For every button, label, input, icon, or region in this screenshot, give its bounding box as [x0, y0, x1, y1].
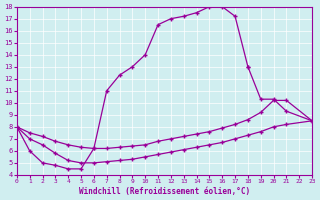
X-axis label: Windchill (Refroidissement éolien,°C): Windchill (Refroidissement éolien,°C)	[79, 187, 250, 196]
